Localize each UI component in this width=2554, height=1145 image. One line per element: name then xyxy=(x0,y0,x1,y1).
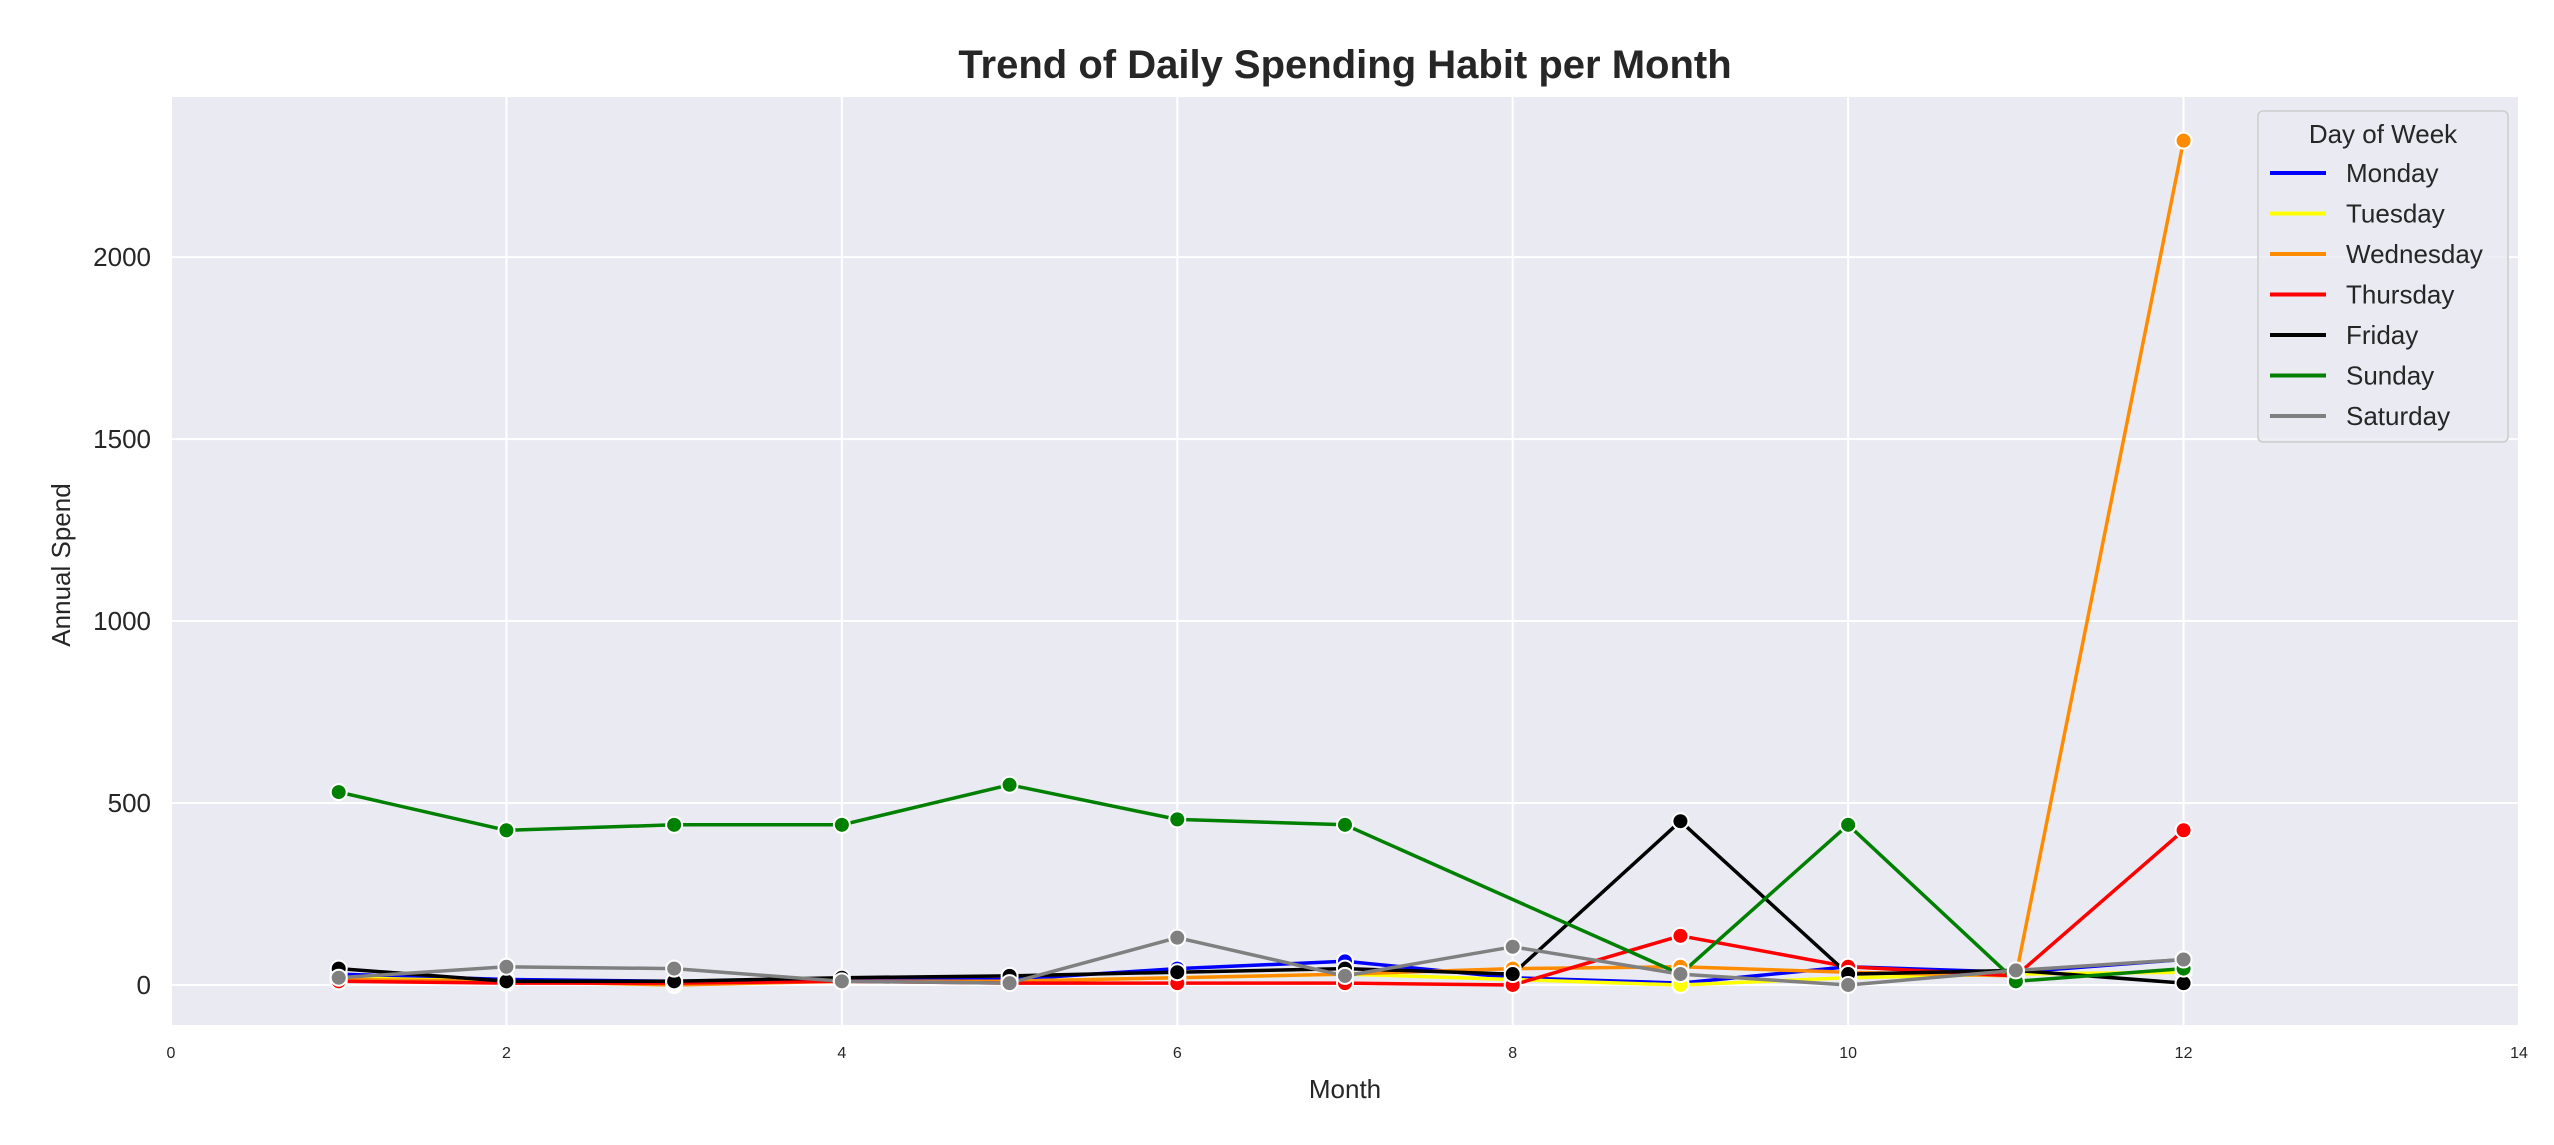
legend-title: Day of Week xyxy=(2309,119,2458,149)
data-point-saturday xyxy=(2006,961,2025,980)
x-tick-label: 0 xyxy=(167,1045,176,1062)
data-point-sunday xyxy=(329,783,348,802)
data-point-sunday xyxy=(665,815,684,834)
data-point-saturday xyxy=(1336,966,1354,985)
y-tick-label: 1500 xyxy=(93,424,151,454)
legend-label-sunday: Sunday xyxy=(2346,361,2434,391)
data-point-sunday xyxy=(1336,815,1354,834)
x-tick-label: 4 xyxy=(837,1045,846,1062)
x-tick-label: 12 xyxy=(2175,1045,2193,1062)
legend-label-monday: Monday xyxy=(2346,158,2439,188)
legend-label-tuesday: Tuesday xyxy=(2346,199,2445,229)
data-point-saturday xyxy=(832,972,851,991)
legend[interactable]: Day of Week Monday Tuesday Wednesday Thursd… xyxy=(2257,110,2509,443)
data-point-sunday xyxy=(832,815,851,834)
data-point-thursday xyxy=(2174,821,2193,840)
legend-items: Monday Tuesday Wednesday Thursday Friday Sund… xyxy=(2270,158,2483,431)
data-point-wednesday xyxy=(2174,131,2193,150)
chart-title: Trend of Daily Spending Habit per Month xyxy=(958,43,1731,87)
series-lines xyxy=(338,140,2186,987)
series-markers xyxy=(329,131,2193,994)
legend-label-wednesday: Wednesday xyxy=(2346,239,2483,269)
legend-label-friday: Friday xyxy=(2346,320,2418,350)
data-point-thursday xyxy=(1671,926,1690,945)
data-point-saturday xyxy=(1671,965,1690,984)
data-point-saturday xyxy=(665,959,684,978)
data-point-saturday xyxy=(1000,974,1019,993)
series-line-friday xyxy=(338,819,2184,985)
x-tick-label: 6 xyxy=(1173,1045,1182,1062)
grid-lines xyxy=(170,97,2520,1025)
data-point-saturday xyxy=(497,957,516,976)
x-tick-label: 8 xyxy=(1508,1045,1517,1062)
data-point-friday xyxy=(1671,812,1690,831)
data-point-saturday xyxy=(329,968,348,987)
series-line-thursday xyxy=(338,828,2185,987)
data-point-sunday xyxy=(1000,775,1019,794)
y-tick-labels: 0 500 1000 1500 2000 xyxy=(93,242,151,1000)
x-tick-label: 14 xyxy=(2510,1045,2528,1062)
data-point-saturday xyxy=(1168,928,1187,947)
data-point-saturday xyxy=(1839,975,1858,994)
data-point-sunday xyxy=(1839,815,1858,834)
series-line-saturday xyxy=(338,935,2184,987)
legend-box xyxy=(2257,110,2509,443)
legend-label-thursday: Thursday xyxy=(2346,280,2454,310)
data-point-friday xyxy=(1503,965,1522,984)
y-axis-label: Annual Spend xyxy=(46,483,76,646)
data-point-saturday xyxy=(1503,937,1522,956)
y-tick-label: 0 xyxy=(137,970,151,1000)
x-tick-label: 10 xyxy=(1839,1045,1857,1062)
y-tick-label: 1000 xyxy=(93,606,151,636)
data-point-friday xyxy=(1168,963,1187,982)
data-point-saturday xyxy=(2174,950,2193,969)
data-point-sunday xyxy=(497,821,516,840)
x-tick-labels: 0 2 4 6 8 10 12 14 xyxy=(167,1045,2528,1062)
x-axis-label: Month xyxy=(1309,1074,1381,1104)
legend-label-saturday: Saturday xyxy=(2346,401,2450,431)
y-tick-label: 500 xyxy=(108,788,151,818)
x-tick-label: 2 xyxy=(502,1045,511,1062)
data-point-sunday xyxy=(1168,810,1187,829)
plot-area xyxy=(171,97,2519,1025)
y-tick-label: 2000 xyxy=(93,242,151,272)
